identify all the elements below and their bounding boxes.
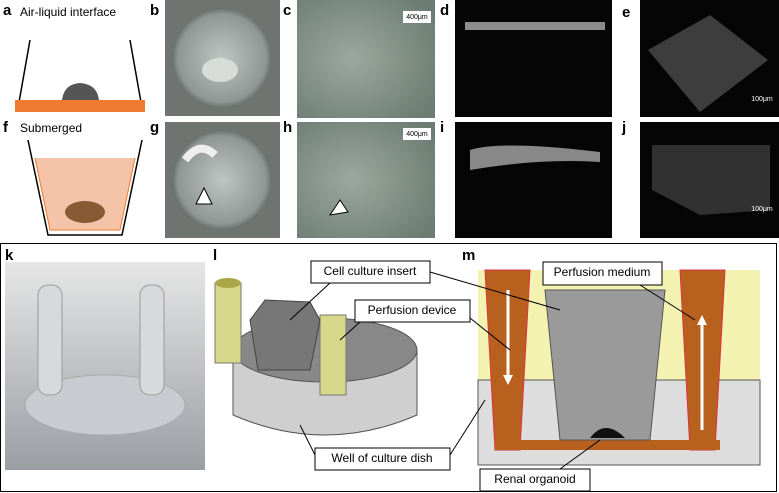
callout: Perfusion medium [554, 265, 651, 279]
panel-letter: k [5, 247, 14, 264]
panel-letter: f [3, 119, 9, 136]
oct-i [455, 122, 612, 238]
callout: Well of culture dish [331, 451, 432, 465]
condition-label: Air-liquid interface [20, 5, 116, 19]
scale-bar: 100μm [751, 96, 773, 103]
scale-bar: 400μm [406, 131, 428, 138]
panel-letter: d [440, 2, 449, 19]
panel-letter: m [462, 247, 475, 264]
panel-letter: j [621, 119, 626, 136]
panel-letter: h [283, 119, 292, 136]
oct-d [455, 0, 612, 117]
panel-letter: i [440, 119, 444, 136]
photo-k [5, 262, 205, 470]
photo-h [297, 122, 435, 238]
bottom-frame [0, 243, 777, 492]
panel-a [15, 39, 145, 112]
scale-bar: 400μm [406, 14, 428, 21]
panel-letter: e [622, 4, 630, 21]
callout: Renal organoid [494, 472, 575, 486]
panel-letter: c [283, 2, 291, 19]
panel-letter: a [3, 2, 12, 19]
callout: Cell culture insert [324, 264, 417, 278]
diagram-l [214, 278, 418, 436]
scale-bar: 100μm [751, 206, 773, 213]
condition-label: Submerged [20, 121, 82, 135]
panel-f [27, 139, 143, 236]
panel-letter: l [213, 247, 217, 264]
callout-boxes [310, 260, 663, 492]
dish-b [172, 8, 272, 108]
panel-letter: b [150, 2, 159, 19]
panel-letter: g [150, 119, 159, 136]
leader-lines [289, 271, 696, 470]
callout: Perfusion device [368, 303, 457, 317]
diagram-m [477, 269, 761, 466]
